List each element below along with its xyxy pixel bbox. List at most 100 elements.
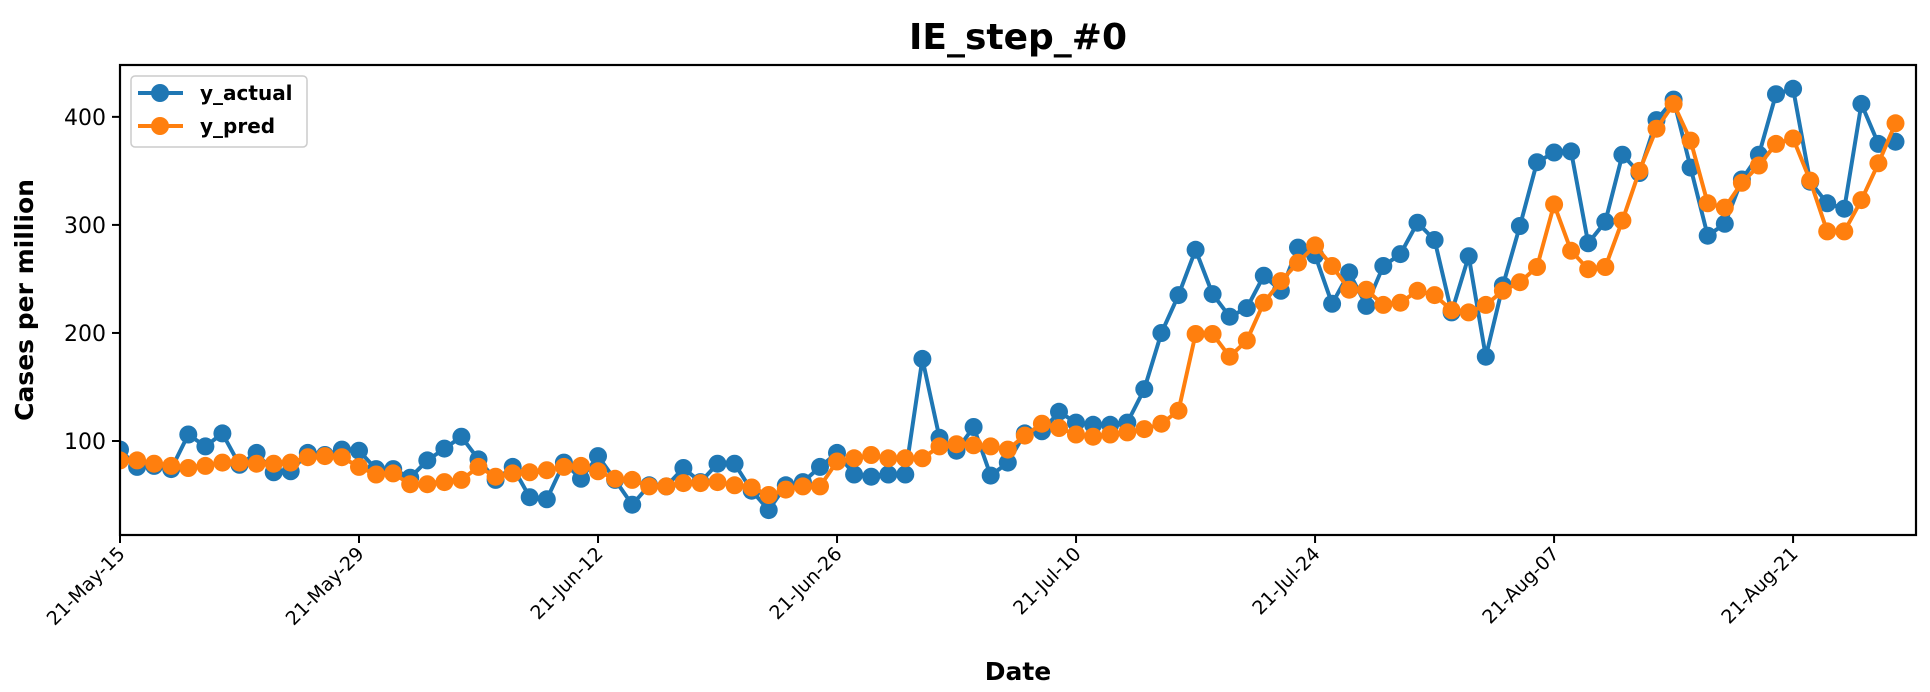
data-point <box>674 459 693 477</box>
data-point <box>811 457 829 476</box>
data-point <box>1408 281 1427 300</box>
data-point <box>725 454 744 473</box>
data-point <box>845 465 864 484</box>
data-point <box>1425 286 1444 305</box>
data-point <box>998 440 1017 459</box>
data-point <box>315 447 334 466</box>
data-point <box>572 456 590 475</box>
data-point <box>1118 423 1137 442</box>
data-point <box>1835 199 1854 218</box>
data-point <box>1015 426 1034 445</box>
data-point <box>1698 226 1717 245</box>
data-point <box>1528 153 1546 172</box>
data-point <box>896 449 915 468</box>
data-point <box>691 474 710 493</box>
data-point <box>1271 272 1290 291</box>
data-point <box>913 449 932 468</box>
data-point <box>1528 258 1546 276</box>
legend: y_actual y_pred <box>130 75 308 148</box>
data-point <box>554 457 573 476</box>
data-point <box>964 418 983 436</box>
data-point <box>1408 213 1427 232</box>
data-point <box>828 452 846 471</box>
data-point <box>486 467 505 486</box>
data-point <box>1784 79 1803 98</box>
data-point <box>1067 425 1085 444</box>
data-point <box>1852 94 1871 113</box>
data-point <box>1613 145 1632 164</box>
y-axis: 100 200 300 400 <box>64 106 120 455</box>
data-point <box>120 451 129 470</box>
data-point <box>128 451 147 470</box>
legend-label: y_actual <box>200 81 293 105</box>
data-point <box>247 454 266 473</box>
x-tick-label: 21-Aug-07 <box>1478 543 1563 628</box>
data-point <box>1784 129 1803 148</box>
data-point <box>776 480 795 499</box>
data-point <box>1562 142 1581 161</box>
data-point <box>435 473 454 492</box>
data-point <box>435 439 454 458</box>
data-point <box>350 457 368 476</box>
data-point <box>981 437 1000 456</box>
data-point <box>1493 281 1512 300</box>
data-point <box>418 451 437 470</box>
data-point <box>1579 234 1598 253</box>
legend-item-y_pred: y_pred <box>138 114 275 138</box>
data-point <box>1323 257 1342 275</box>
x-tick-label: 21-Jun-12 <box>526 543 607 624</box>
data-point <box>1323 294 1342 313</box>
data-point <box>264 454 283 473</box>
data-point <box>759 486 778 504</box>
data-point <box>1767 134 1785 153</box>
y-tick-label: 100 <box>64 430 106 455</box>
data-point <box>913 349 932 368</box>
x-tick-label: 21-May-29 <box>282 543 369 630</box>
plot-area <box>118 63 1918 537</box>
data-point <box>1032 414 1051 433</box>
data-point <box>1254 266 1273 285</box>
data-point <box>1186 240 1205 259</box>
data-point <box>350 441 368 460</box>
data-point <box>196 456 215 475</box>
data-point <box>862 467 881 486</box>
x-tick-label: 21-Jun-26 <box>765 543 846 624</box>
data-point <box>1374 295 1393 314</box>
data-point <box>1289 238 1307 257</box>
data-point <box>1084 427 1103 446</box>
data-point <box>213 424 232 443</box>
data-point <box>1476 295 1495 314</box>
x-tick-label: 21-Aug-21 <box>1717 543 1802 628</box>
data-point <box>418 475 437 494</box>
data-point <box>145 454 164 473</box>
data-point <box>1135 380 1154 399</box>
data-point <box>1767 85 1785 104</box>
data-point <box>1340 280 1359 299</box>
x-tick-label: 21-Jul-10 <box>1009 543 1085 619</box>
data-point <box>1237 331 1256 350</box>
data-point <box>196 437 215 456</box>
data-point <box>520 488 539 507</box>
series-layer <box>120 79 1905 520</box>
data-point <box>1715 198 1734 217</box>
data-point <box>230 453 249 472</box>
data-point <box>623 495 642 514</box>
data-point <box>1698 194 1717 213</box>
data-point <box>1152 324 1171 342</box>
data-point <box>947 435 966 454</box>
data-point <box>981 466 1000 485</box>
data-point <box>1289 253 1307 272</box>
data-point <box>179 425 198 444</box>
x-axis: 21-May-15 21-May-29 21-Jun-12 21-Jun-26 21-J… <box>43 535 1803 630</box>
data-point <box>1869 154 1888 173</box>
data-point <box>1186 325 1205 343</box>
data-point <box>1613 211 1632 230</box>
data-point <box>179 459 198 477</box>
data-point <box>1101 425 1120 444</box>
chart-title: IE_step_#0 <box>909 17 1127 58</box>
data-point <box>401 475 420 494</box>
plot-frame <box>118 63 1918 537</box>
data-point <box>452 427 471 446</box>
data-point <box>1374 257 1393 275</box>
data-point <box>452 470 471 489</box>
